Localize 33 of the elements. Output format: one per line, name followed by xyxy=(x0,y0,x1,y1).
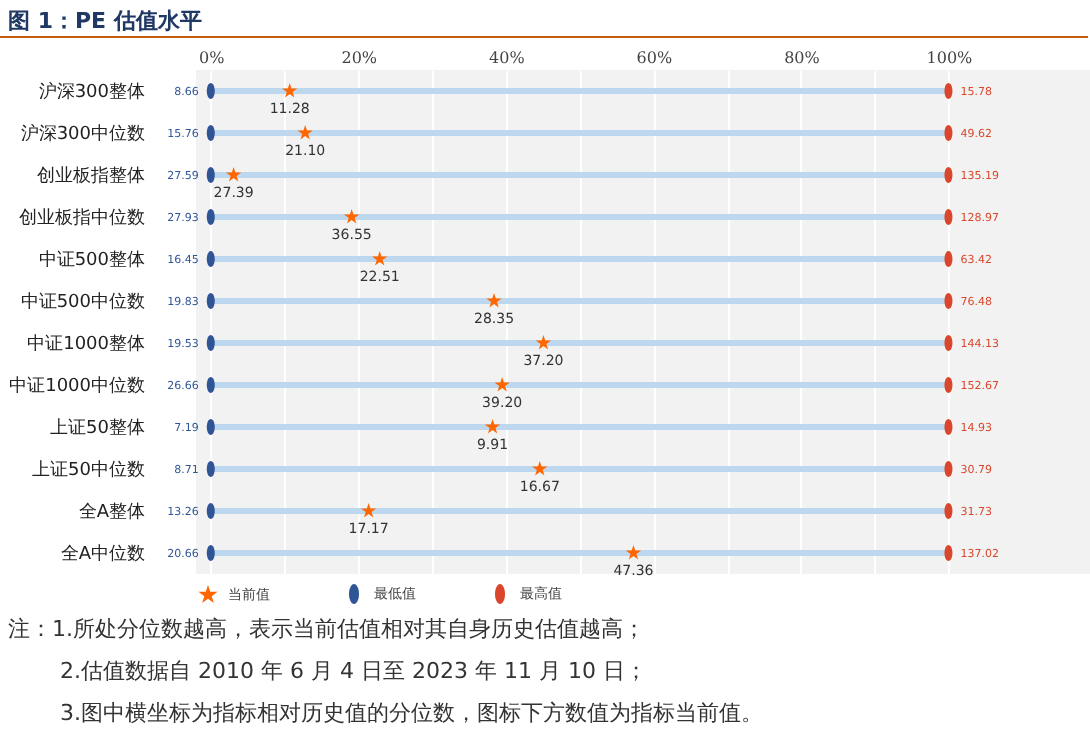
y-tick-label: 沪深300中位数 xyxy=(20,123,145,145)
y-tick-label: 全A整体 xyxy=(78,501,145,523)
text: 2.估值数据自 2010 年 6 月 4 日至 2023 年 11 月 10 日； xyxy=(58,656,649,688)
point xyxy=(372,251,388,266)
point xyxy=(297,125,313,140)
y-tick-label: 上证50中位数 xyxy=(32,459,145,481)
text: 3.图中横坐标为指标相对历史值的分位数，图标下方数值为指标当前值。 xyxy=(58,698,765,730)
y-tick-label: 创业板指整体 xyxy=(37,165,145,187)
y-tick-label: 全A中位数 xyxy=(60,543,145,565)
point xyxy=(226,167,242,182)
point xyxy=(344,209,360,224)
y-tick-label: 中证500中位数 xyxy=(20,291,145,313)
x-tick-label: 80% xyxy=(784,49,821,67)
y-tick-label: 中证1000整体 xyxy=(27,333,145,355)
point xyxy=(532,461,548,476)
y-tick-label: 中证1000中位数 xyxy=(9,375,145,397)
point xyxy=(625,545,642,560)
point xyxy=(494,377,510,392)
y-tick-label: 创业板指中位数 xyxy=(19,207,145,229)
x-tick-label: 100% xyxy=(926,49,974,67)
x-tick-label: 60% xyxy=(636,49,673,67)
point xyxy=(361,503,377,518)
point xyxy=(484,419,501,434)
point xyxy=(282,83,298,98)
x-tick-label: 40% xyxy=(489,49,526,67)
x-tick-label: 0% xyxy=(199,49,226,67)
y-tick-label: 上证50整体 xyxy=(50,417,145,439)
point xyxy=(535,335,552,350)
y-tick-label: 沪深300整体 xyxy=(38,81,145,103)
y-tick-label: 中证500整体 xyxy=(38,249,145,271)
text: 注：1.所处分位数越高，表示当前估值相对其自身历史估值越高； xyxy=(8,614,647,646)
chart-title: 图 1：PE 估值水平 xyxy=(0,0,1088,38)
x-tick-label: 20% xyxy=(341,49,378,67)
